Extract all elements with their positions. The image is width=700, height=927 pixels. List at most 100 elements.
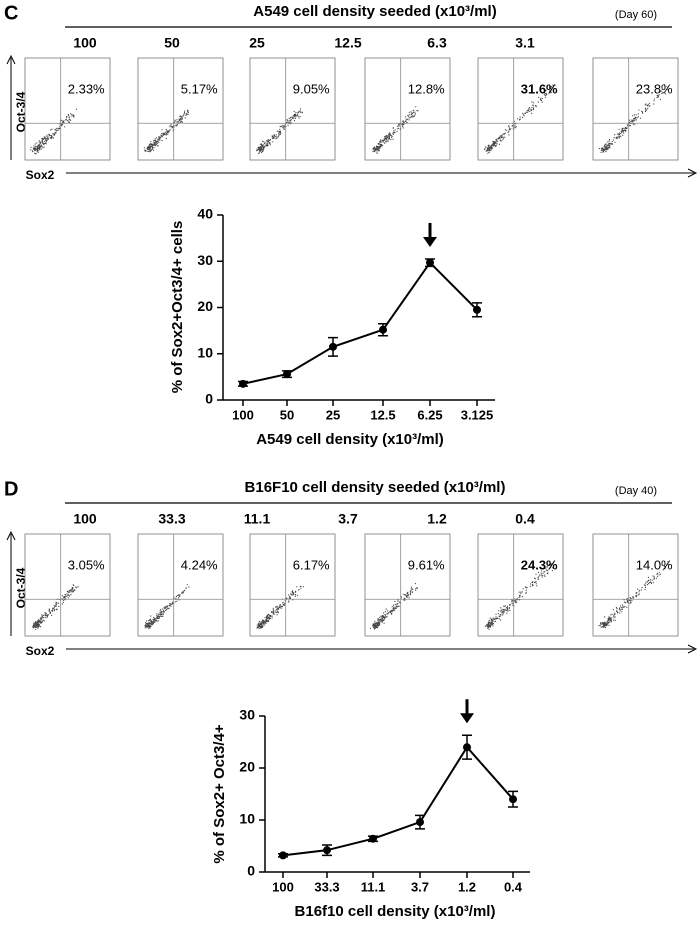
event-dot — [609, 145, 611, 147]
event-dot — [523, 115, 525, 117]
event-dot — [279, 605, 281, 607]
density-label: 1.2 — [427, 511, 447, 527]
panel-title: A549 cell density seeded (x10³/ml) — [253, 3, 496, 20]
event-dot — [34, 150, 36, 152]
event-dot — [150, 150, 152, 152]
event-dot — [413, 110, 415, 112]
event-dot — [260, 627, 262, 629]
event-dot — [487, 152, 489, 154]
event-dot — [608, 140, 610, 142]
event-dot — [40, 616, 42, 618]
event-dot — [270, 139, 272, 141]
event-dot — [645, 581, 647, 583]
event-dot — [46, 134, 48, 136]
event-dot — [48, 133, 50, 136]
event-dot — [508, 606, 510, 609]
event-dot — [521, 591, 523, 593]
flow-plot: 24.3% — [477, 533, 564, 637]
event-dot — [183, 110, 186, 112]
event-dot — [263, 148, 265, 150]
event-dot — [509, 127, 511, 129]
event-dot — [632, 123, 635, 125]
event-dot — [415, 106, 417, 108]
event-dot — [155, 142, 157, 144]
event-dot — [491, 624, 493, 626]
event-dot — [377, 147, 379, 149]
event-dot — [302, 586, 304, 588]
event-dot — [387, 140, 389, 142]
event-dot — [508, 607, 510, 610]
event-dot — [275, 610, 277, 612]
data-point — [239, 379, 247, 388]
event-dot — [637, 588, 639, 590]
event-dot — [555, 564, 557, 566]
event-dot — [148, 150, 150, 152]
event-dot — [258, 627, 260, 629]
data-point — [463, 743, 471, 752]
event-dot — [503, 133, 505, 135]
event-dot — [502, 139, 504, 141]
event-dot — [647, 579, 650, 582]
event-dot — [495, 616, 497, 618]
density-label: 3.7 — [338, 511, 358, 527]
event-dot — [169, 604, 171, 607]
event-dot — [394, 603, 396, 606]
event-dot — [621, 131, 623, 134]
event-dot — [296, 586, 298, 588]
x-axis-label: Sox2 — [26, 644, 55, 658]
event-dot — [411, 112, 413, 114]
event-dot — [41, 615, 44, 617]
event-dot — [291, 592, 293, 594]
event-dot — [378, 147, 380, 149]
event-dot — [384, 616, 386, 619]
event-dot — [62, 123, 64, 125]
event-dot — [545, 568, 547, 570]
event-dot — [605, 623, 608, 625]
density-label: 33.3 — [158, 511, 185, 527]
event-dot — [629, 125, 632, 127]
event-dot — [278, 132, 280, 134]
event-dot — [264, 620, 266, 623]
event-dot — [383, 616, 385, 619]
event-dot — [396, 131, 398, 133]
event-dot — [155, 137, 157, 139]
event-dot — [491, 619, 493, 622]
event-dot — [497, 140, 499, 142]
event-dot — [167, 133, 169, 135]
event-dot — [186, 113, 188, 115]
event-dot — [43, 140, 46, 142]
event-dot — [280, 607, 282, 609]
event-dot — [163, 609, 165, 612]
event-dot — [33, 627, 35, 629]
event-dot — [41, 617, 44, 619]
event-dot — [160, 135, 162, 137]
event-dot — [159, 138, 161, 140]
event-dot — [68, 592, 70, 594]
event-dot — [402, 127, 404, 129]
event-dot — [262, 624, 264, 626]
event-dot — [541, 97, 544, 99]
event-dot — [621, 608, 624, 610]
event-dot — [277, 612, 279, 614]
event-dot — [166, 606, 168, 608]
event-dot — [292, 116, 294, 118]
event-dot — [664, 565, 666, 567]
event-dot — [629, 119, 631, 121]
event-dot — [407, 592, 409, 594]
event-dot — [49, 612, 51, 615]
event-dot — [664, 561, 666, 563]
event-dot — [51, 610, 54, 612]
event-dot — [626, 597, 628, 599]
event-dot — [544, 575, 546, 577]
event-dot — [34, 624, 36, 627]
event-dot — [504, 605, 506, 607]
event-dot — [501, 611, 503, 613]
event-dot — [299, 108, 301, 110]
event-dot — [161, 133, 163, 135]
event-dot — [64, 596, 66, 598]
panel-title: B16F10 cell density seeded (x10³/ml) — [245, 479, 506, 496]
event-dot — [258, 624, 261, 626]
event-dot — [519, 596, 521, 598]
event-dot — [391, 611, 393, 613]
event-dot — [380, 141, 382, 143]
